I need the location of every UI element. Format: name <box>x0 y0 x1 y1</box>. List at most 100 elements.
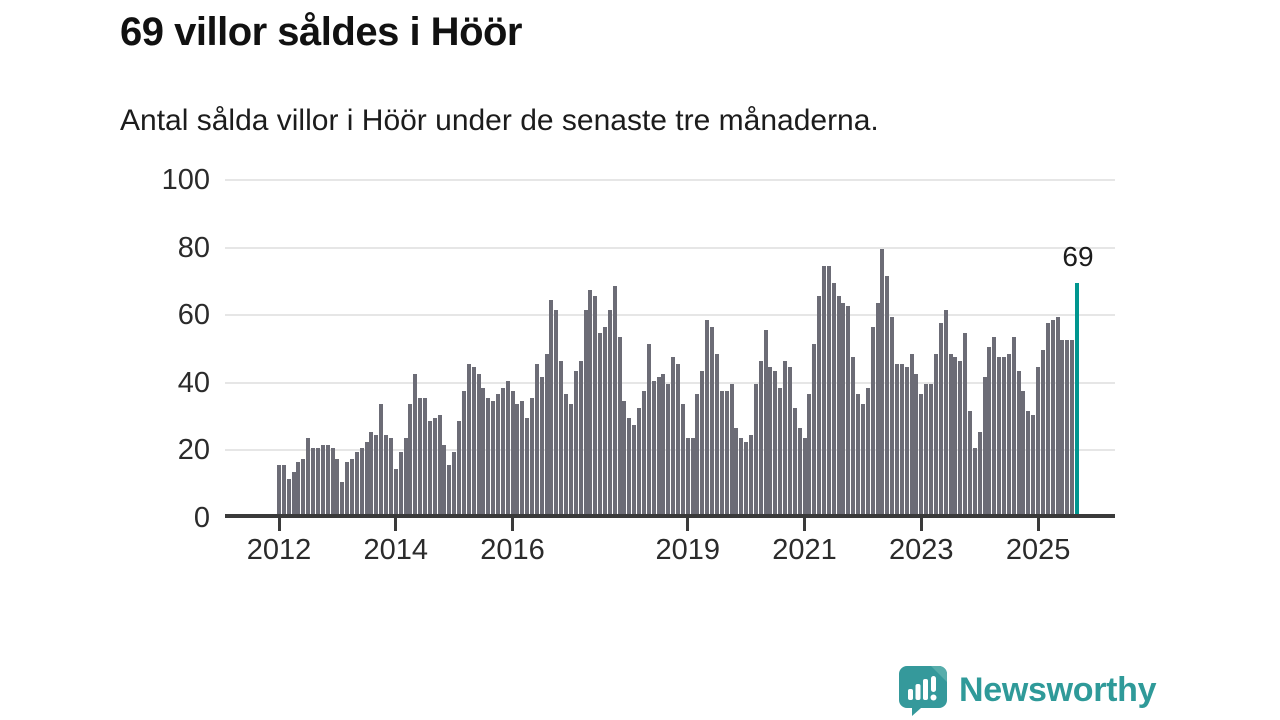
bar <box>520 401 525 516</box>
bar <box>924 384 929 516</box>
bar <box>870 326 875 516</box>
bar <box>510 390 515 516</box>
bar <box>938 323 943 516</box>
bar <box>739 438 744 516</box>
bar <box>1040 350 1045 516</box>
bar <box>943 309 948 516</box>
bar <box>544 353 549 516</box>
bar <box>568 404 573 516</box>
bar <box>982 377 987 516</box>
bar <box>997 357 1002 516</box>
bar <box>705 319 710 516</box>
x-axis-label: 2021 <box>772 534 837 566</box>
bar <box>666 384 671 516</box>
bar <box>700 370 705 516</box>
bar <box>953 357 958 516</box>
highlight-bar <box>1075 282 1080 516</box>
bar <box>1060 340 1065 516</box>
bar <box>758 360 763 516</box>
bar <box>977 431 982 516</box>
bar <box>1070 340 1075 516</box>
bar <box>1021 390 1026 516</box>
bar <box>802 438 807 516</box>
bar <box>481 387 486 516</box>
bar <box>354 451 359 516</box>
bar <box>1002 357 1007 516</box>
bar <box>1006 353 1011 516</box>
bar <box>505 380 510 516</box>
x-axis-tick <box>803 518 807 531</box>
bar <box>466 363 471 516</box>
bar <box>899 363 904 516</box>
bar <box>885 276 890 516</box>
bar <box>486 397 491 516</box>
bar <box>1065 340 1070 516</box>
bar <box>534 363 539 516</box>
bar <box>549 299 554 516</box>
page-subtitle: Antal sålda villor i Höör under de senas… <box>120 104 879 137</box>
bar <box>909 353 914 516</box>
y-axis-label: 20 <box>177 434 210 467</box>
value-annotation: 69 <box>1062 241 1094 272</box>
x-axis-label: 2014 <box>363 534 429 566</box>
bar <box>773 370 778 516</box>
y-axis-label: 40 <box>177 366 210 399</box>
x-axis-label: 2019 <box>655 534 720 566</box>
y-axis-label: 100 <box>161 164 210 196</box>
bar <box>797 428 802 516</box>
bar <box>880 248 885 516</box>
bar <box>627 417 632 516</box>
bar <box>554 309 559 516</box>
bar <box>1055 316 1060 516</box>
bar <box>807 394 812 516</box>
bar <box>763 330 768 516</box>
bar <box>831 282 836 516</box>
bar <box>875 303 880 516</box>
bar <box>320 445 325 516</box>
bar <box>281 465 286 516</box>
bar <box>680 404 685 516</box>
x-axis-tick <box>277 518 281 531</box>
newsworthy-logo-text: Newsworthy <box>959 670 1157 709</box>
bar <box>442 445 447 516</box>
bar <box>388 438 393 516</box>
y-axis-label: 60 <box>177 299 210 332</box>
bar <box>695 394 700 516</box>
bar <box>856 394 861 516</box>
x-axis-tick <box>686 518 690 531</box>
bar <box>734 428 739 516</box>
bar <box>671 357 676 516</box>
bar <box>452 451 457 516</box>
bar <box>437 414 442 516</box>
bar <box>340 482 345 516</box>
bar <box>710 326 715 516</box>
bar <box>729 384 734 516</box>
bar <box>291 472 296 516</box>
bar <box>583 309 588 516</box>
bar <box>641 390 646 516</box>
bar <box>564 394 569 516</box>
x-axis-tick <box>394 518 398 531</box>
bar <box>914 374 919 516</box>
bar <box>461 390 466 516</box>
x-axis-label: 2012 <box>246 534 312 566</box>
gridline <box>225 314 1115 317</box>
bar <box>987 347 992 516</box>
bar <box>296 461 301 516</box>
bar <box>1026 411 1031 516</box>
bar <box>714 353 719 516</box>
bar <box>933 353 938 516</box>
bar <box>457 421 462 516</box>
bar <box>369 431 374 516</box>
bar <box>656 377 661 516</box>
bar <box>432 417 437 516</box>
x-axis-tick <box>1036 518 1040 531</box>
bar <box>1016 370 1021 516</box>
gridline <box>225 381 1115 384</box>
bar <box>335 458 340 516</box>
newsworthy-logo: Newsworthy <box>897 664 1157 716</box>
bar <box>286 478 291 516</box>
bar <box>578 360 583 516</box>
bar <box>427 421 432 516</box>
bar <box>393 468 398 516</box>
